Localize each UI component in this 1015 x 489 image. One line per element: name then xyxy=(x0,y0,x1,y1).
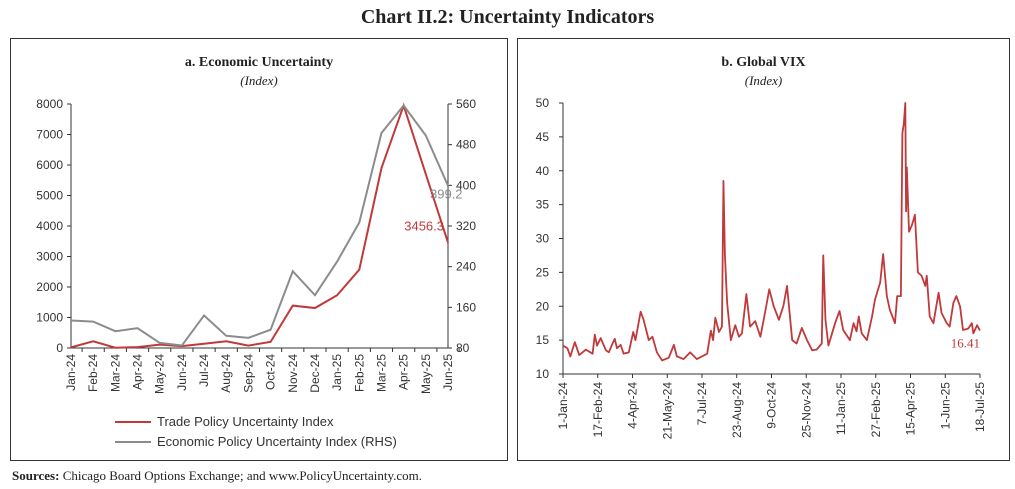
economic-uncertainty-panel: a. Economic Uncertainty (Index) 0 1000 200… xyxy=(10,38,508,461)
economic-policy-end-label: 399.2 xyxy=(430,187,463,202)
vix-end-label: 16.41 xyxy=(951,336,980,351)
left-y-tick-label: 0 xyxy=(56,341,63,355)
x-tick-label: Aug-24 xyxy=(219,354,233,393)
right-y-tick-label: 400 xyxy=(456,178,476,192)
x-tick-label: 15-Apr-25 xyxy=(904,382,918,436)
x-tick-label: Jun-25 xyxy=(441,354,455,391)
x-tick-label: Mar-24 xyxy=(108,354,122,392)
chart-b-title: b. Global VIX xyxy=(721,55,806,70)
x-tick-label: 21-May-24 xyxy=(660,382,674,440)
x-tick-label: 27-Feb-25 xyxy=(869,382,883,438)
chart-b-plot: 10 15 20 25 30 35 40 45 50 1-Jan-24 17-Feb-24 4-Apr… xyxy=(536,96,987,440)
right-y-tick-label: 320 xyxy=(456,219,476,233)
left-y-tick-label: 7000 xyxy=(36,128,63,142)
trade-policy-line xyxy=(70,102,449,349)
x-tick-label: Feb-25 xyxy=(352,354,366,392)
x-tick-label: Apr-25 xyxy=(397,354,411,390)
right-y-tick-label: 80 xyxy=(456,341,470,355)
legend-trade-policy-label: Trade Policy Uncertainty Index xyxy=(157,414,334,429)
x-tick-label: 17-Feb-24 xyxy=(591,382,605,438)
x-tick-label: Nov-24 xyxy=(286,354,300,393)
y-tick-label: 40 xyxy=(536,164,550,178)
trade-policy-end-label: 3456.3 xyxy=(404,219,444,234)
x-tick-label: May-24 xyxy=(153,354,167,394)
y-tick-label: 25 xyxy=(536,265,550,279)
x-tick-label: Oct-24 xyxy=(264,354,278,390)
x-tick-label: Jul-24 xyxy=(197,354,211,387)
left-y-tick-label: 6000 xyxy=(36,158,63,172)
x-tick-label: Jan-25 xyxy=(330,354,344,391)
y-tick-label: 35 xyxy=(536,198,550,212)
left-y-tick-label: 5000 xyxy=(36,189,63,203)
x-tick-label: 25-Nov-24 xyxy=(799,382,813,438)
x-tick-label: 9-Oct-24 xyxy=(765,382,779,429)
left-y-tick-label: 1000 xyxy=(36,311,63,325)
y-tick-label: 20 xyxy=(536,299,550,313)
sources-text: Chicago Board Options Exchange; and www.… xyxy=(62,468,423,483)
left-y-tick-label: 8000 xyxy=(36,97,63,111)
chart-a-title: a. Economic Uncertainty xyxy=(184,55,334,70)
legend-economic-policy-label: Economic Policy Uncertainty Index (RHS) xyxy=(157,434,397,449)
x-tick-label: May-25 xyxy=(419,354,433,394)
x-tick-label: Jun-24 xyxy=(175,354,189,391)
sources-note: Sources: Chicago Board Options Exchange;… xyxy=(12,468,422,484)
x-tick-label: Sep-24 xyxy=(241,354,255,393)
y-tick-label: 45 xyxy=(536,130,550,144)
right-y-tick-label: 480 xyxy=(456,138,476,152)
right-y-tick-label: 160 xyxy=(456,300,476,314)
y-tick-label: 50 xyxy=(536,96,550,110)
x-tick-label: Dec-24 xyxy=(308,354,322,393)
left-y-tick-label: 3000 xyxy=(36,250,63,264)
x-tick-label: Apr-24 xyxy=(131,354,145,390)
chart-a-plot: 0 1000 2000 3000 4000 5000 6000 7000 8000 80 160 24… xyxy=(36,97,476,449)
x-tick-label: Jan-24 xyxy=(64,354,78,391)
economic-policy-line xyxy=(70,103,449,347)
x-tick-label: 1-Jun-25 xyxy=(938,382,952,430)
x-tick-label: 4-Apr-24 xyxy=(626,382,640,429)
right-y-tick-label: 560 xyxy=(456,97,476,111)
x-tick-label: 1-Jan-24 xyxy=(556,382,570,430)
x-tick-label: 7-Jul-24 xyxy=(695,382,709,426)
left-y-tick-label: 4000 xyxy=(36,219,63,233)
main-title: Chart II.2: Uncertainty Indicators xyxy=(360,6,655,28)
vix-line xyxy=(562,102,981,362)
x-tick-label: Feb-24 xyxy=(86,354,100,392)
y-tick-label: 15 xyxy=(536,333,550,347)
y-tick-label: 30 xyxy=(536,232,550,246)
sources-label: Sources: xyxy=(12,468,60,483)
chart-a-subtitle: (Index) xyxy=(240,73,278,88)
left-y-tick-label: 2000 xyxy=(36,280,63,294)
x-tick-label: Mar-25 xyxy=(374,354,388,392)
x-tick-label: 18-Jul-25 xyxy=(973,382,987,432)
x-tick-label: 23-Aug-24 xyxy=(730,382,744,438)
chart-b-subtitle: (Index) xyxy=(744,73,783,88)
right-y-tick-label: 240 xyxy=(456,260,476,274)
x-tick-label: 11-Jan-25 xyxy=(834,382,848,435)
y-tick-label: 10 xyxy=(536,367,550,381)
global-vix-panel: b. Global VIX (Index) 10 15 20 25 30 35 40 45 50… xyxy=(517,38,1010,461)
